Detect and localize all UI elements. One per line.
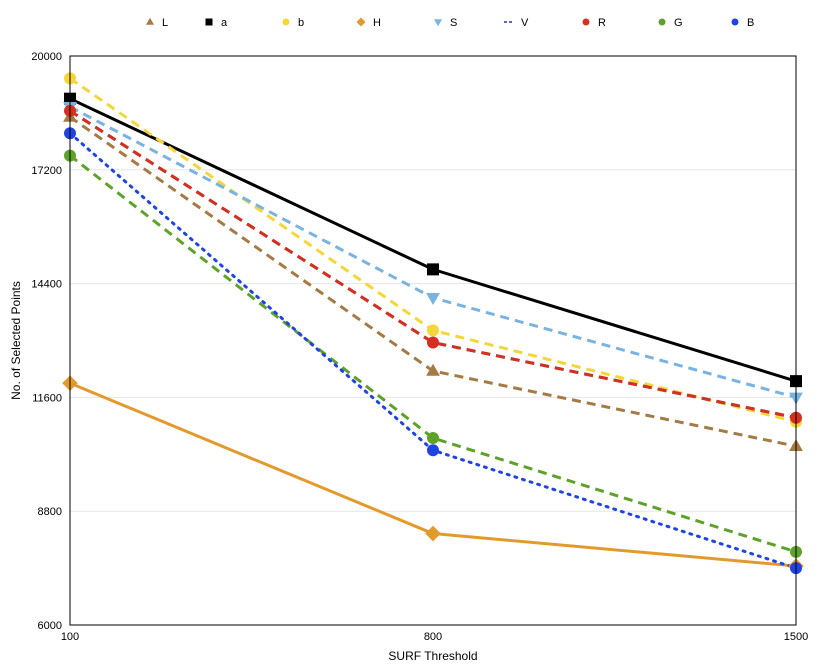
axis-ticks: 6000 8800 11600 14400 17200 20000 100 800 1500 — [31, 51, 808, 643]
legend-label-B: B — [747, 17, 754, 29]
data-point-a — [427, 263, 439, 276]
legend-label-a: a — [221, 17, 228, 29]
legend-swatch-B — [731, 18, 739, 26]
series-lines — [68, 77, 798, 570]
data-point-L — [426, 363, 440, 376]
data-point-G — [427, 432, 439, 445]
legend-label-b: b — [298, 17, 304, 29]
series-line-L — [69, 115, 797, 448]
legend-label-V: V — [521, 17, 529, 29]
legend-label-R: R — [598, 17, 606, 29]
legend-swatch-b — [282, 18, 290, 26]
data-point-H — [425, 525, 441, 542]
series-line-R — [69, 109, 797, 420]
legend-label-S: S — [450, 17, 457, 29]
y-tick-label: 14400 — [31, 279, 62, 291]
x-tick-label: 800 — [424, 631, 442, 643]
legend-swatch-a — [205, 18, 213, 26]
series-line-B — [68, 131, 798, 570]
legend-swatch-R — [582, 18, 590, 26]
data-point-R — [427, 336, 439, 349]
legend-label-L: L — [162, 17, 168, 29]
plot-area-frame — [69, 55, 797, 626]
x-tick-label: 100 — [61, 631, 79, 643]
data-point-b — [427, 324, 439, 337]
y-tick-label: 6000 — [38, 620, 62, 632]
legend-swatch-S — [433, 19, 443, 27]
legend-swatch-L — [145, 17, 155, 25]
data-point-S — [426, 293, 440, 306]
y-tick-label: 17200 — [31, 165, 62, 177]
x-axis-title: SURF Threshold — [388, 649, 477, 663]
legend-swatch-G — [658, 18, 666, 26]
y-tick-label: 8800 — [38, 506, 62, 518]
series-line-G — [69, 154, 797, 554]
legend-label-G: G — [674, 17, 683, 29]
x-tick-label: 1500 — [784, 631, 808, 643]
y-tick-label: 20000 — [31, 51, 62, 63]
y-tick-label: 11600 — [32, 392, 62, 404]
data-point-B — [427, 444, 439, 457]
y-axis-title: No. of Selected Points — [9, 281, 23, 400]
legend-label-H: H — [373, 17, 381, 29]
legend-swatch-H — [356, 17, 366, 27]
